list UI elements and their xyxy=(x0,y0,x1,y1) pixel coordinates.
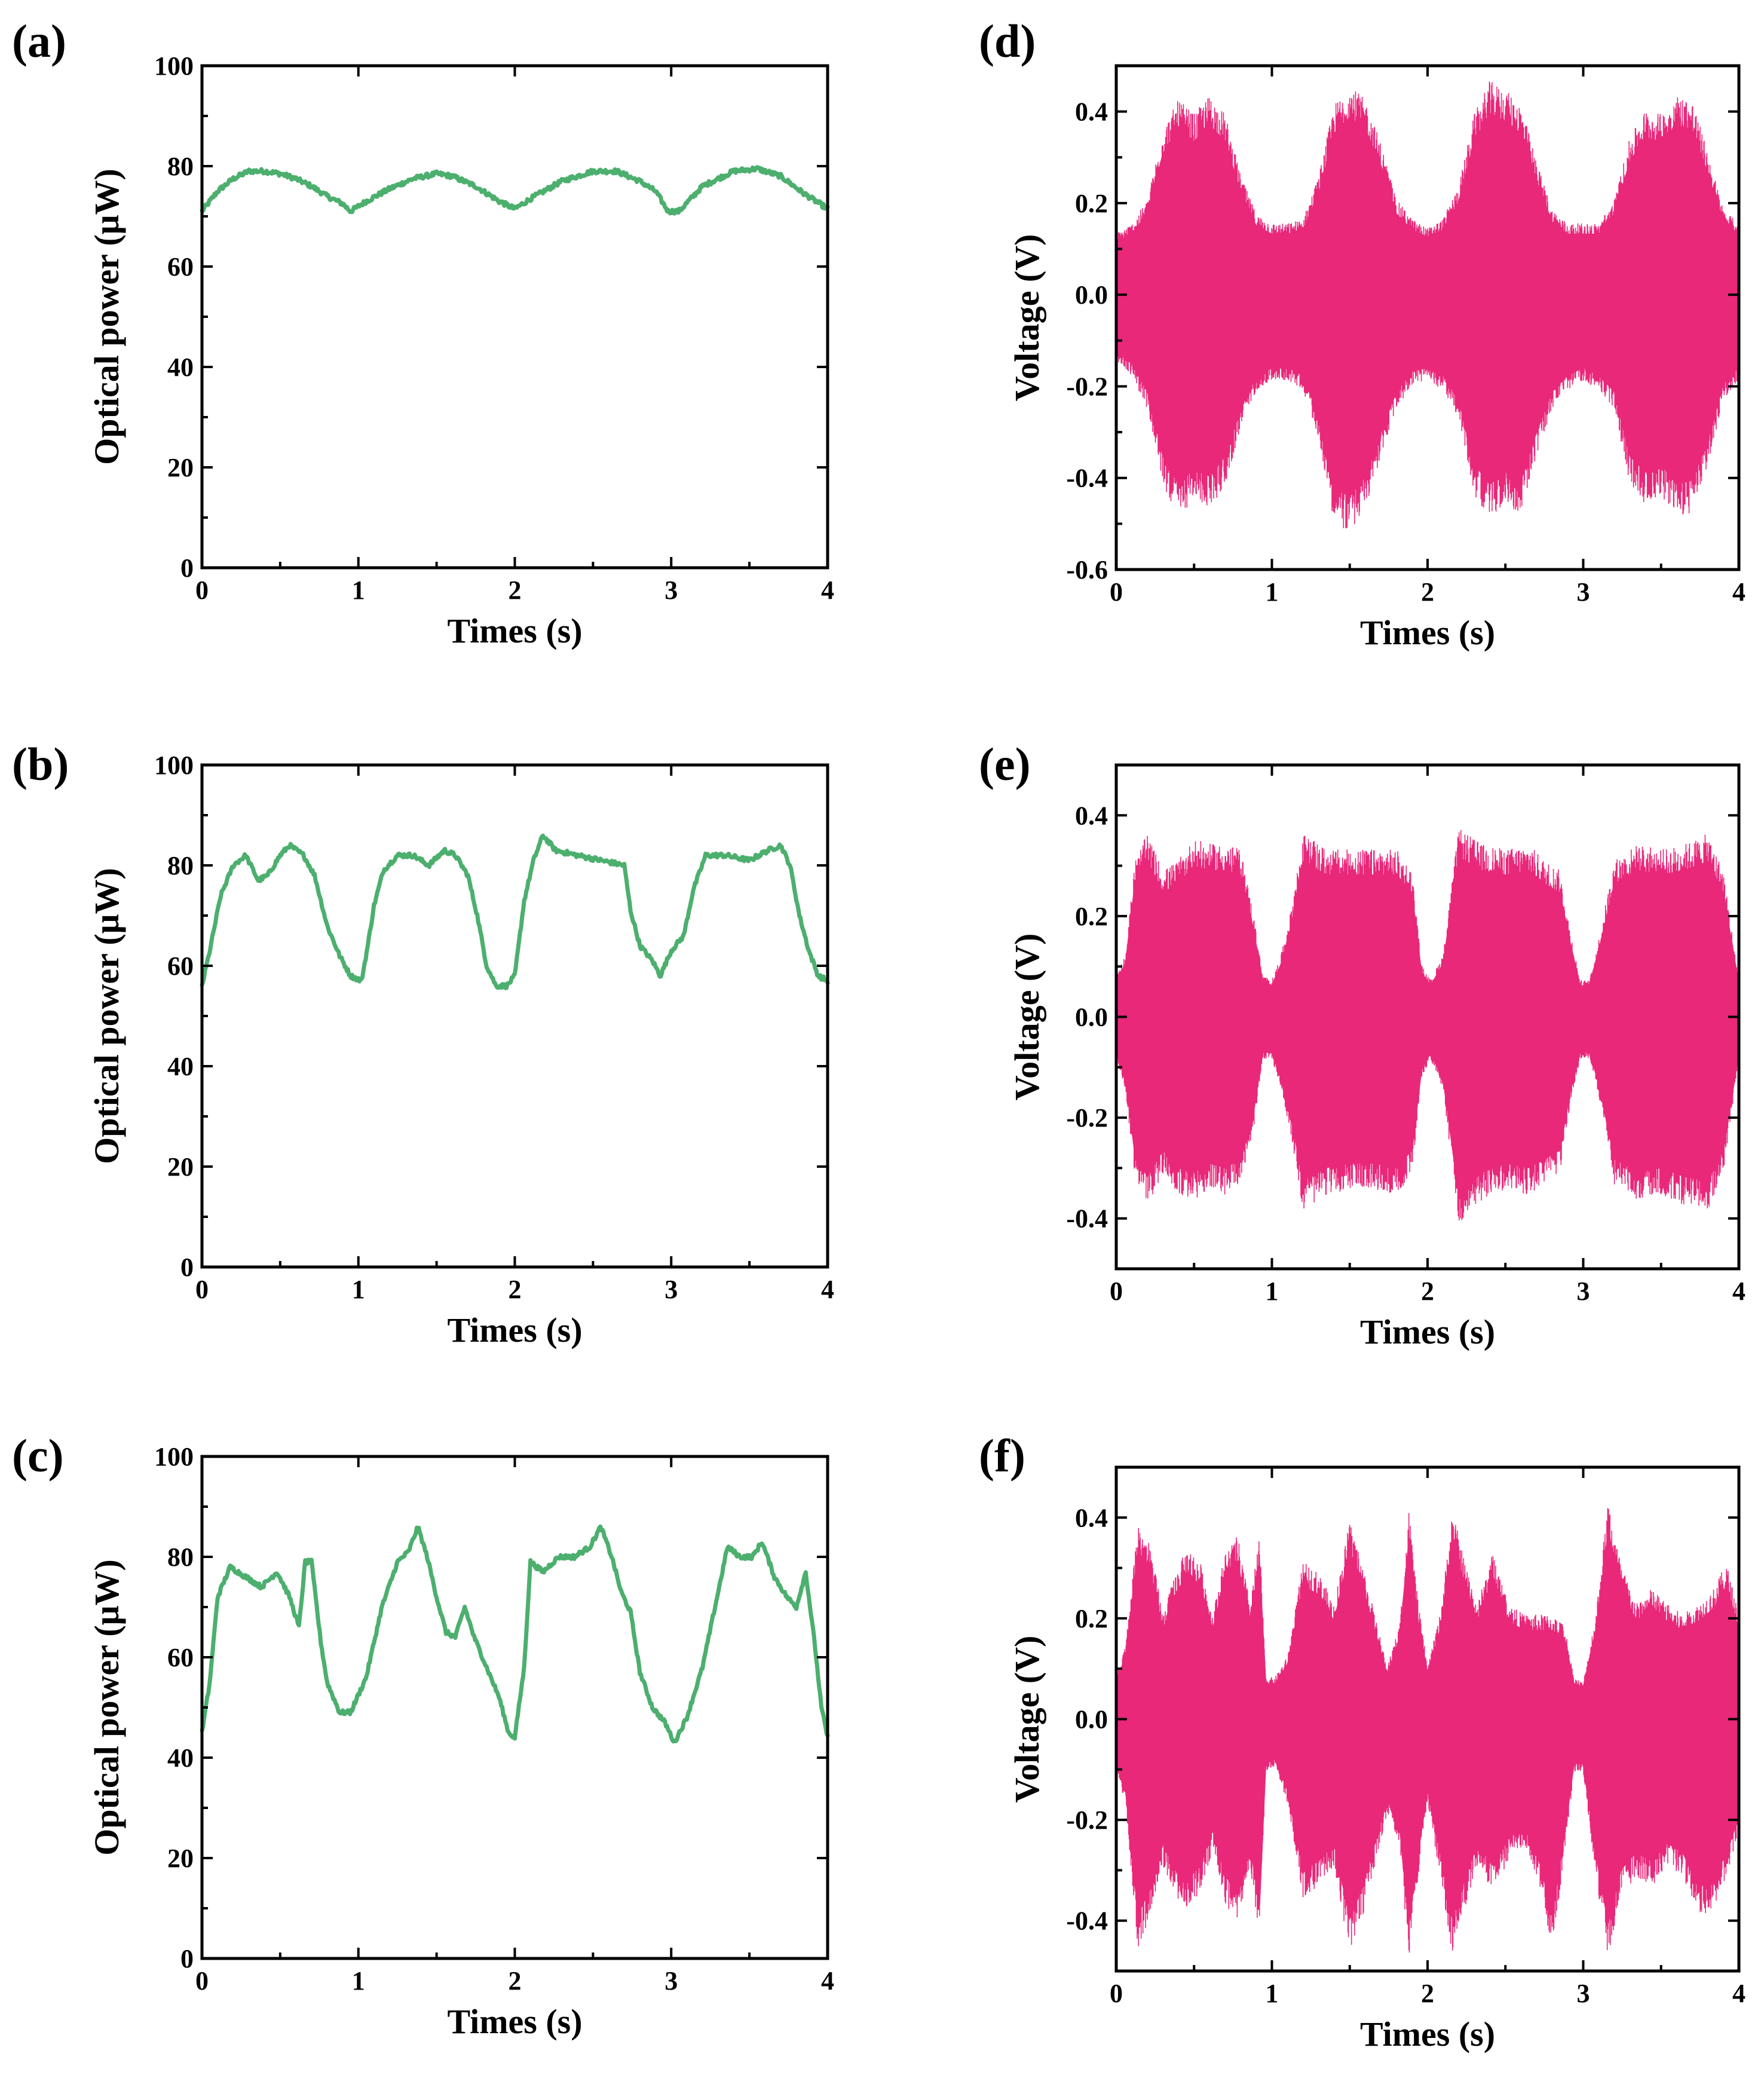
optical-power-line xyxy=(200,833,830,990)
plot-frame xyxy=(200,763,829,1269)
panel-label: (a) xyxy=(12,15,66,67)
x-tick-label: 3 xyxy=(664,1966,678,1996)
y-tick-label: 80 xyxy=(167,152,194,181)
x-tick-label: 2 xyxy=(509,1275,522,1304)
x-tick-label: 4 xyxy=(1732,1979,1745,2008)
y-tick-label: 40 xyxy=(167,1743,194,1773)
y-tick-label: -0.4 xyxy=(1066,1204,1108,1234)
x-tick-label: 3 xyxy=(664,576,678,605)
y-tick-label: -0.2 xyxy=(1066,372,1108,401)
y-tick-label: 60 xyxy=(167,1643,194,1672)
x-tick-label: 2 xyxy=(509,576,522,605)
y-tick-label: 0.4 xyxy=(1075,97,1108,127)
x-tick-label: 4 xyxy=(821,1966,834,1996)
y-tick-label: 100 xyxy=(154,1442,194,1471)
y-tick-label: 0.2 xyxy=(1075,902,1108,931)
optical-power-line xyxy=(200,165,830,216)
y-tick-label: 0.2 xyxy=(1075,1604,1108,1633)
y-tick-label: 80 xyxy=(167,851,194,880)
x-tick-label: 1 xyxy=(1266,1979,1279,2008)
y-tick-label: 0.0 xyxy=(1075,1705,1108,1734)
x-tick-label: 0 xyxy=(1110,577,1123,607)
x-axis-title: Times (s) xyxy=(1360,613,1495,652)
y-tick-label: -0.4 xyxy=(1066,464,1108,493)
x-tick-label: 2 xyxy=(1421,1277,1434,1306)
y-tick-label: 0.4 xyxy=(1075,1503,1108,1532)
panel-label: (d) xyxy=(979,15,1036,67)
y-tick-label: 0.4 xyxy=(1075,801,1108,830)
y-tick-label: 0.2 xyxy=(1075,189,1108,218)
x-tick-label: 1 xyxy=(352,1966,365,1996)
y-axis-title: Voltage (V) xyxy=(1007,234,1046,402)
x-axis-title: Times (s) xyxy=(447,1311,582,1349)
y-tick-label: 40 xyxy=(167,353,194,382)
plot-frame xyxy=(200,64,829,570)
x-tick-label: 3 xyxy=(1577,1979,1590,2008)
x-tick-label: 0 xyxy=(1110,1979,1123,2008)
x-tick-label: 2 xyxy=(1421,1979,1434,2008)
panel-label: (f) xyxy=(979,1430,1025,1482)
y-axis-title: Optical power (μW) xyxy=(87,169,126,465)
y-tick-label: 40 xyxy=(167,1052,194,1081)
voltage-envelope xyxy=(1116,112,1740,497)
y-tick-label: 20 xyxy=(167,453,194,482)
x-axis-title: Times (s) xyxy=(447,2002,582,2041)
panel-label: (b) xyxy=(12,738,69,790)
y-tick-label: 100 xyxy=(154,751,194,780)
y-tick-label: 80 xyxy=(167,1543,194,1572)
x-tick-label: 1 xyxy=(1266,1277,1279,1306)
panel-label: (c) xyxy=(12,1430,64,1482)
x-tick-label: 1 xyxy=(1266,577,1279,607)
y-tick-label: 0 xyxy=(180,553,194,583)
x-tick-label: 3 xyxy=(1577,577,1590,607)
panel-label: (e) xyxy=(979,738,1031,790)
x-axis-title: Times (s) xyxy=(1360,1312,1495,1351)
y-tick-label: 0.0 xyxy=(1075,280,1108,310)
x-tick-label: 2 xyxy=(1421,577,1434,607)
y-tick-label: -0.4 xyxy=(1066,1906,1108,1936)
x-axis-title: Times (s) xyxy=(1360,2015,1495,2053)
x-tick-label: 0 xyxy=(195,1275,209,1304)
x-tick-label: 4 xyxy=(821,576,834,605)
panel-e: (e) 0 1 2 3 4 -0.4 -0.2 0.0 0.2 0.4 Times (s) Voltag… xyxy=(979,738,1745,1351)
y-tick-label: -0.2 xyxy=(1066,1103,1108,1133)
plot-frame xyxy=(200,1455,829,1960)
y-axis-title: Optical power (μW) xyxy=(87,868,126,1164)
x-tick-label: 0 xyxy=(195,1966,209,1996)
x-tick-label: 4 xyxy=(821,1275,834,1304)
x-tick-label: 3 xyxy=(664,1275,678,1304)
x-tick-label: 2 xyxy=(509,1966,522,1996)
x-tick-label: 3 xyxy=(1577,1277,1590,1306)
panel-f: (f) 0 1 2 3 4 -0.4 -0.2 0.0 0.2 0.4 Times (s) Voltag… xyxy=(979,1430,1745,2053)
x-tick-label: 0 xyxy=(195,576,209,605)
y-tick-label: 20 xyxy=(167,1152,194,1182)
y-tick-label: 60 xyxy=(167,951,194,981)
x-tick-label: 4 xyxy=(1732,577,1745,607)
y-axis-title: Voltage (V) xyxy=(1007,1636,1046,1803)
x-tick-label: 4 xyxy=(1732,1277,1745,1306)
x-tick-label: 0 xyxy=(1110,1277,1123,1306)
y-tick-label: 0 xyxy=(180,1253,194,1282)
x-axis-title: Times (s) xyxy=(447,611,582,650)
y-tick-label: 60 xyxy=(167,252,194,281)
y-axis-title: Voltage (V) xyxy=(1007,934,1046,1101)
voltage-envelope xyxy=(1116,856,1740,1196)
y-tick-label: 100 xyxy=(154,51,194,81)
y-tick-label: -0.2 xyxy=(1066,1805,1108,1835)
y-axis-title: Optical power (μW) xyxy=(87,1559,126,1856)
y-tick-label: 0.0 xyxy=(1075,1003,1108,1032)
optical-power-line xyxy=(200,1524,830,1744)
y-tick-label: 0 xyxy=(180,1944,194,1973)
y-tick-label: -0.6 xyxy=(1066,555,1108,584)
panel-d: (d) 0 1 2 3 4 -0.6 -0.4 -0.2 0.0 0.2 0.4 Times (s) Vo… xyxy=(979,15,1745,652)
y-tick-label: 20 xyxy=(167,1844,194,1873)
x-tick-label: 1 xyxy=(352,576,365,605)
x-tick-label: 1 xyxy=(352,1275,365,1304)
